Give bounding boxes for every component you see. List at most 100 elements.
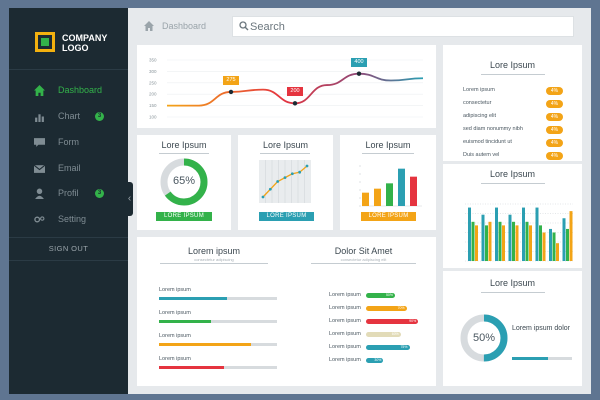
mini-line-card: Lore Ipsum LORE IPSUM bbox=[238, 135, 333, 230]
progress-fill bbox=[159, 343, 252, 346]
bar bbox=[502, 225, 505, 261]
bar bbox=[410, 176, 417, 206]
bar-chart-icon bbox=[35, 114, 44, 122]
list-card-title: Lore Ipsum bbox=[489, 60, 536, 70]
sidebar-divider bbox=[9, 69, 128, 70]
sidebar-item-chart[interactable]: Chart 3 bbox=[9, 106, 128, 128]
sidebar-item-profil[interactable]: Profil 3 bbox=[9, 183, 128, 205]
list-badge: 4% bbox=[546, 139, 563, 147]
main-line-chart: 350 300 250 200 150 100 bbox=[149, 58, 424, 120]
bar bbox=[468, 207, 471, 261]
bar bbox=[552, 232, 556, 261]
bar bbox=[512, 221, 515, 261]
donut2-label: Lorem ipsum dolor bbox=[512, 325, 570, 332]
lore-ipsum-button[interactable]: LORE IPSUM bbox=[259, 212, 314, 221]
collapse-sidebar-handle[interactable]: ‹ bbox=[126, 182, 133, 216]
bar bbox=[525, 221, 529, 261]
mini-bar-card: Lore Ipsum LORE IPSUM bbox=[340, 135, 436, 230]
bar bbox=[566, 228, 569, 261]
dolor-card: Dolor Sit Amet consectetur adipiscing el… bbox=[291, 237, 436, 386]
progress-track bbox=[159, 320, 277, 323]
list-item: consectetur bbox=[463, 100, 492, 106]
bar bbox=[488, 221, 492, 261]
donut2-progress-track bbox=[512, 357, 572, 360]
point-annotation: 275 bbox=[223, 75, 239, 85]
title-underline bbox=[159, 153, 209, 154]
point-annotation: 200 bbox=[287, 87, 303, 97]
search-icon bbox=[239, 21, 249, 31]
bar bbox=[556, 243, 559, 261]
bar bbox=[485, 225, 488, 261]
progress-label: Lorem ipsum bbox=[159, 310, 191, 316]
line-point bbox=[356, 71, 362, 76]
progress-card: Lorem ipsum consectetur adipiscing Lorem… bbox=[137, 237, 291, 386]
chat-icon bbox=[34, 138, 45, 147]
list-badge: 4% bbox=[546, 126, 563, 134]
sidebar-item-dashboard[interactable]: Dashboard bbox=[9, 80, 128, 102]
sign-out-button[interactable]: SIGN OUT bbox=[48, 244, 89, 253]
bar bbox=[562, 218, 566, 261]
donut-card: Lore Ipsum 65% LORE IPSUM bbox=[137, 135, 231, 230]
sidebar-item-form[interactable]: Form bbox=[9, 132, 128, 154]
profil-badge: 3 bbox=[95, 189, 104, 198]
search-box[interactable] bbox=[232, 16, 574, 37]
bar bbox=[508, 214, 512, 261]
donut2-percent: 50% bbox=[472, 332, 496, 344]
grouped-bar-card: Lore Ipsum bbox=[443, 164, 582, 268]
bar bbox=[539, 225, 542, 261]
dolor-row-bar: 75% bbox=[366, 345, 410, 350]
bar bbox=[374, 188, 381, 206]
list-badge: 4% bbox=[546, 113, 563, 121]
breadcrumb[interactable]: Dashboard bbox=[162, 21, 207, 31]
bar bbox=[471, 221, 475, 261]
lore-ipsum-button[interactable]: LORE IPSUM bbox=[156, 212, 212, 221]
bar bbox=[362, 192, 369, 206]
list-badge: 4% bbox=[546, 100, 563, 108]
progress-label: Lorem ipsum bbox=[159, 333, 191, 339]
bar bbox=[535, 207, 539, 261]
home-icon bbox=[144, 21, 154, 31]
sidebar: COMPANY LOGO Dashboard Chart 3 Form Emai… bbox=[9, 8, 128, 394]
line-chart-card: 350 300 250 200 150 100 275 200 400 bbox=[137, 45, 436, 128]
dolor-row-bar: 30% bbox=[366, 358, 384, 363]
user-icon bbox=[35, 188, 44, 199]
mini-line-chart bbox=[259, 160, 311, 203]
title-underline bbox=[481, 183, 545, 184]
line-point bbox=[228, 89, 234, 95]
progress-fill bbox=[159, 320, 211, 323]
sidebar-item-setting[interactable]: Setting bbox=[9, 209, 128, 231]
mini-bar-card-title: Lore Ipsum bbox=[365, 140, 411, 150]
mini-line-card-title: Lore Ipsum bbox=[262, 140, 309, 150]
line-point bbox=[261, 195, 265, 199]
grouped-bar-card-title: Lore Ipsum bbox=[489, 169, 536, 179]
progress-card-title: Lorem ipsum bbox=[187, 246, 241, 256]
dolor-row-label: Lorem ipsum bbox=[329, 344, 361, 350]
chart-badge: 3 bbox=[95, 112, 104, 121]
dolor-row-label: Lorem ipsum bbox=[329, 305, 361, 311]
progress-track bbox=[159, 297, 277, 300]
progress-label: Lorem ipsum bbox=[159, 287, 191, 293]
sidebar-divider bbox=[9, 260, 128, 261]
top-bar: Dashboard bbox=[128, 8, 591, 44]
bar bbox=[522, 207, 525, 261]
progress-fill bbox=[159, 297, 228, 300]
lore-ipsum-button[interactable]: LORE IPSUM bbox=[361, 212, 416, 221]
sidebar-item-email[interactable]: Email bbox=[9, 158, 128, 180]
dolor-row-label: Lorem ipsum bbox=[329, 292, 361, 298]
point-annotation: 400 bbox=[351, 57, 367, 67]
home-icon bbox=[34, 85, 45, 96]
bar bbox=[498, 221, 502, 261]
list-item: Lorem ipsum bbox=[463, 87, 495, 93]
bar bbox=[481, 214, 485, 261]
y-tick-label: 200 bbox=[149, 92, 157, 97]
donut2-card: Lore Ipsum 50% Lorem ipsum dolor bbox=[443, 271, 582, 386]
bar bbox=[475, 225, 478, 261]
progress-label: Lorem ipsum bbox=[159, 356, 191, 362]
donut-percent: 65% bbox=[172, 175, 196, 187]
dolor-row-label: Lorem ipsum bbox=[329, 318, 361, 324]
title-underline bbox=[481, 292, 545, 293]
dolor-row-label: Lorem ipsum bbox=[329, 331, 361, 337]
donut-slice bbox=[460, 314, 508, 362]
search-input[interactable] bbox=[250, 19, 550, 34]
dolor-row-bar: 90% bbox=[366, 319, 419, 324]
